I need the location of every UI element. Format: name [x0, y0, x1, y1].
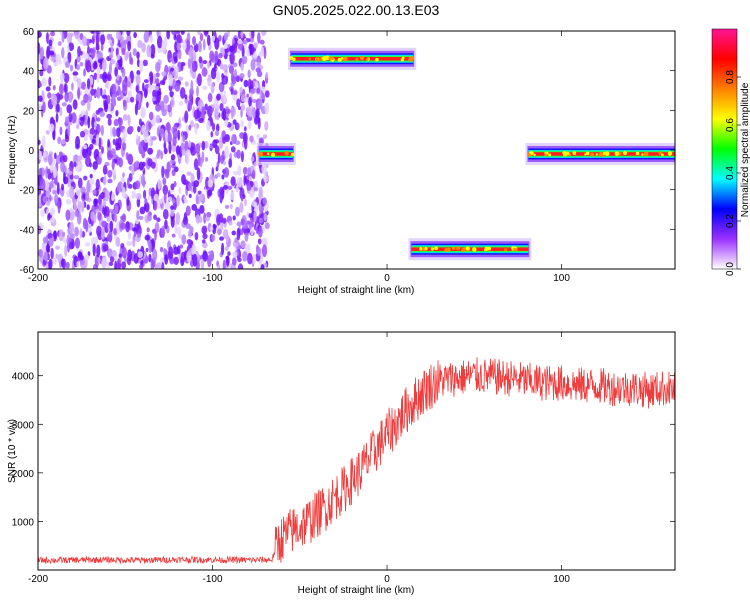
- snr-y-tick-label: 1000: [12, 517, 35, 528]
- spectrogram-y-tick-label: -40: [20, 225, 35, 236]
- spectral-track-2: [288, 47, 417, 70]
- colorbar-tick-label: 0.0: [725, 262, 736, 276]
- spectrogram-x-tick-label: 0: [384, 273, 390, 284]
- snr-y-tick-label: 3000: [12, 420, 35, 431]
- snr-y-ticks: 1000 2000 3000 4000: [12, 372, 675, 528]
- spectrogram-y-tick-label: 40: [23, 67, 35, 78]
- colorbar-tick-label: 0.8: [725, 70, 736, 84]
- noise-region: [38, 31, 270, 269]
- spectrogram-x-ticks: -200 -100 0 100: [28, 31, 570, 284]
- snr-y-label: SNR (10 * v/v): [7, 419, 18, 483]
- colorbar-tick-label: 0.2: [725, 214, 736, 228]
- colorbar-gradient: [711, 28, 738, 270]
- snr-x-label: Height of straight line (km): [298, 585, 415, 596]
- snr-x-tick-label: -100: [203, 574, 223, 585]
- snr-x-ticks: -200 -100 0 100: [28, 332, 570, 585]
- spectrogram-x-tick-label: -100: [203, 273, 223, 284]
- snr-y-tick-label: 4000: [12, 372, 35, 383]
- snr-marks: [38, 357, 675, 565]
- colorbar-tick-label: 0.4: [725, 166, 736, 180]
- spectrogram-y-tick-label: -60: [20, 265, 35, 276]
- spectrogram-y-tick-label: 20: [23, 106, 35, 117]
- snr-y-tick-label: 2000: [12, 469, 35, 480]
- snr-x-tick-label: -200: [28, 574, 48, 585]
- spectrogram-x-label: Height of straight line (km): [298, 285, 415, 296]
- spectral-track-1: [256, 142, 296, 165]
- spectrogram-marks: [38, 31, 675, 269]
- spectrogram-y-tick-label: 60: [23, 27, 35, 38]
- snr-x-tick-label: 0: [384, 574, 390, 585]
- colorbar-label: Normalized spectral amplitude: [740, 82, 750, 217]
- spectrogram-y-tick-label: 0: [28, 146, 34, 157]
- snr-panel: 1000 2000 3000 4000 -200 -100 0 100 Height of …: [7, 331, 676, 596]
- colorbar-ticks: 0.0 0.2 0.4 0.6 0.8: [725, 70, 741, 276]
- snr-frame: [37, 331, 676, 571]
- spectrogram-x-tick-label: -200: [28, 273, 48, 284]
- colorbar: 0.0 0.2 0.4 0.6 0.8 Normalized spectral ampl…: [711, 28, 750, 276]
- colorbar-tick-label: 0.6: [725, 118, 736, 132]
- spectrogram-x-tick-label: 100: [553, 273, 570, 284]
- spectrogram-y-ticks: -60 -40 -20 0 20 40 60: [20, 27, 675, 276]
- spectrogram-y-tick-label: -20: [20, 186, 35, 197]
- spectral-track-4: [525, 142, 675, 165]
- snr-x-tick-label: 100: [553, 574, 570, 585]
- figure-title: GN05.2025.022.00.13.E03: [273, 2, 440, 18]
- spectrogram-y-label: Frequency (Hz): [7, 116, 18, 185]
- spectral-track-3: [408, 238, 532, 261]
- snr-series-line: [38, 357, 675, 565]
